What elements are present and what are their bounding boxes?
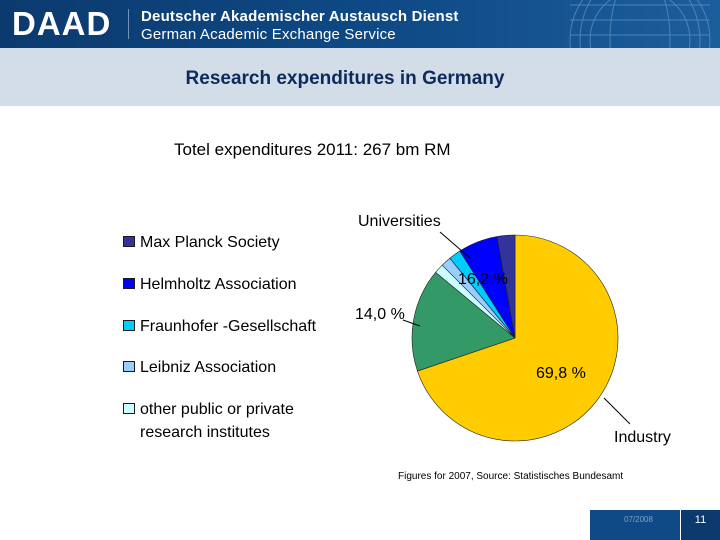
legend-swatch	[123, 361, 135, 372]
org-name-german: Deutscher Akademischer Austausch Dienst	[141, 8, 459, 25]
slice-value-universities: 16,2 %	[458, 271, 508, 288]
legend-label: Helmholtz Association	[140, 276, 297, 293]
legend-swatch	[123, 320, 135, 331]
legend-swatch	[123, 403, 135, 414]
legend-swatch	[123, 278, 135, 289]
pie-slice-max-planck-society	[496, 234, 516, 339]
header-bar: DAAD Deutscher Akademischer Austausch Di…	[0, 0, 720, 48]
legend-label-line2: research institutes	[140, 424, 270, 441]
pie-slice-universities	[411, 271, 516, 372]
callout-line-industry	[603, 397, 631, 425]
chart-title: Totel expenditures 2011: 267 bm RM	[174, 140, 451, 159]
footer-date-box: 07/2008	[590, 510, 680, 540]
callout-line-universities	[439, 231, 471, 259]
slice-value-industry: 69,8 %	[536, 365, 586, 382]
slice-label-universities: Universities	[358, 213, 441, 230]
footer-page-box: 11	[681, 510, 720, 540]
legend-label: Leibniz Association	[140, 359, 277, 376]
logo-divider	[128, 9, 129, 39]
legend-label: Fraunhofer -Gesellschaft	[140, 318, 317, 335]
globe-graphic	[569, 0, 711, 48]
slice-value-research-group: 14,0 %	[355, 306, 405, 323]
source-note: Figures for 2007, Source: Statistisches …	[398, 471, 624, 482]
footer-date: 07/2008	[624, 515, 653, 524]
legend-label: other public or private	[140, 401, 294, 418]
org-name-english: German Academic Exchange Service	[141, 26, 396, 43]
daad-logo: DAAD	[12, 5, 112, 42]
slice-label-industry: Industry	[614, 429, 671, 446]
callout-line-research-group	[402, 319, 421, 327]
title-band: Research expenditures in Germany	[0, 48, 720, 106]
pie-slice-industry	[417, 234, 619, 442]
legend-swatch	[123, 236, 135, 247]
page-number: 11	[694, 514, 707, 526]
page-title: Research expenditures in Germany	[185, 68, 505, 89]
legend-label: Max Planck Society	[140, 234, 280, 251]
